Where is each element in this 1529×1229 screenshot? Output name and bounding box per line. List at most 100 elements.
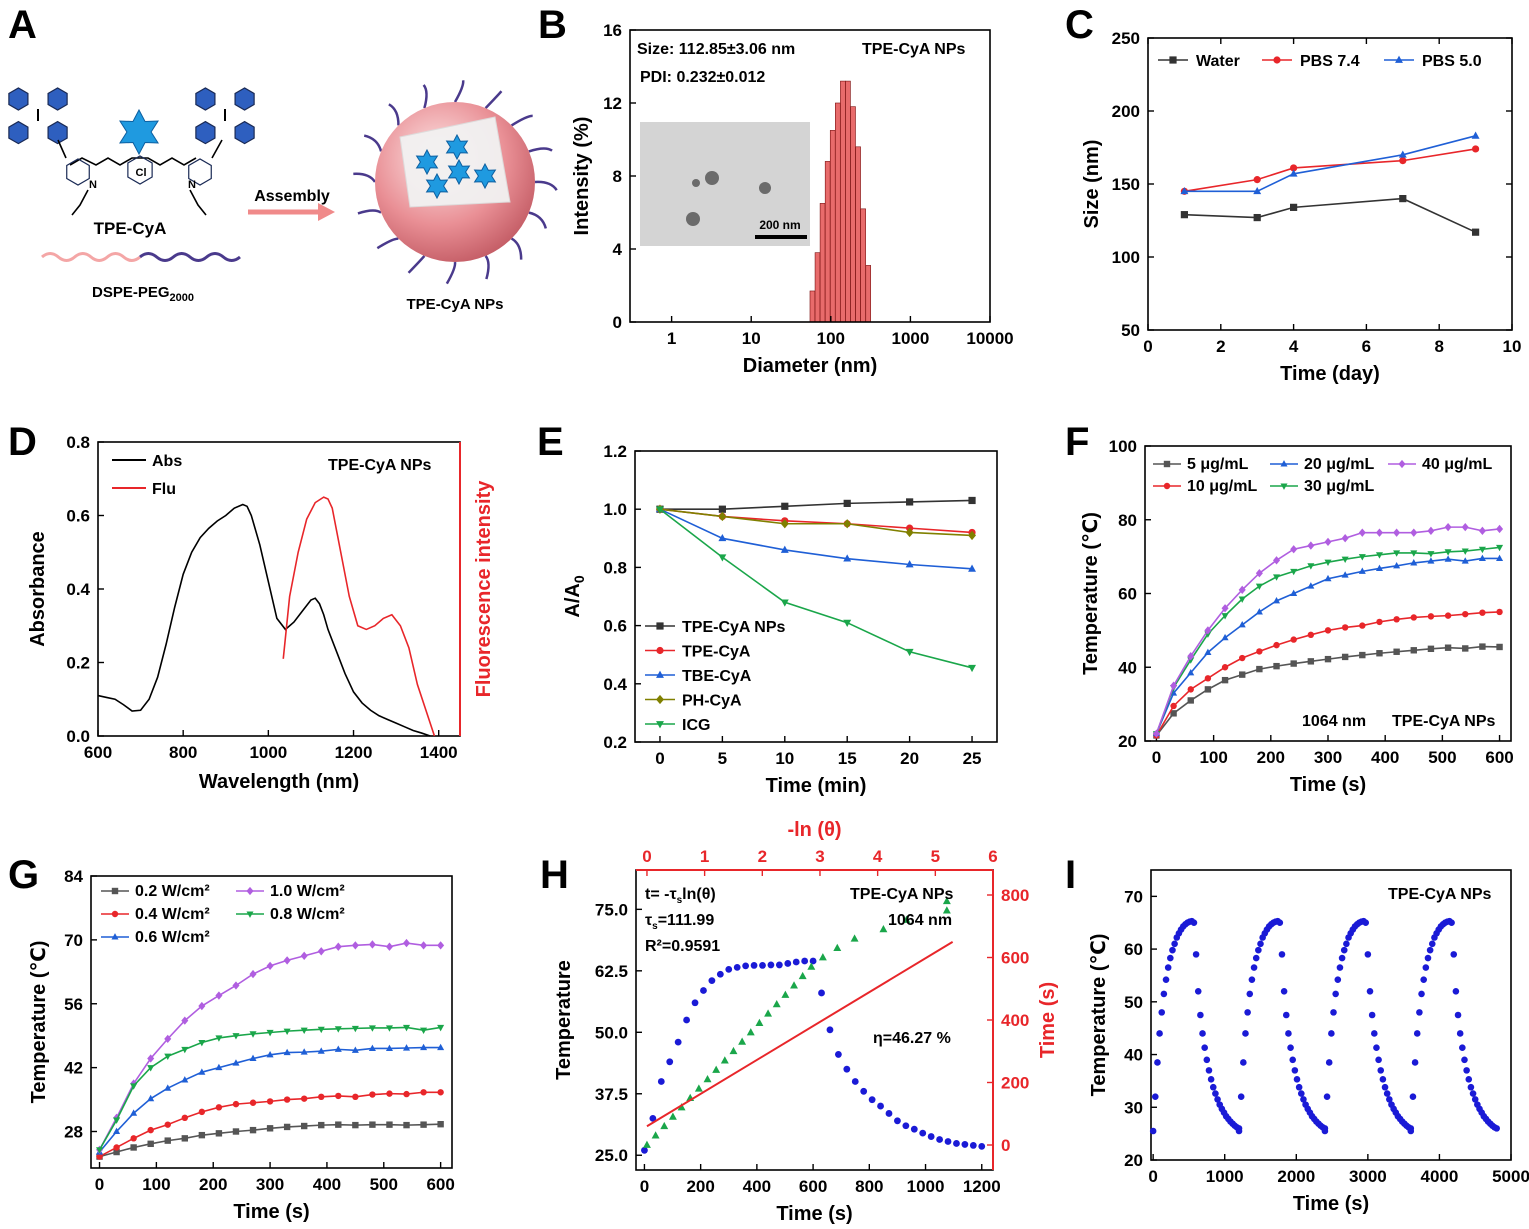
peg-chain (422, 84, 428, 109)
temperature-point (683, 1016, 690, 1024)
cycle-point (1321, 1127, 1329, 1135)
cycle-point (1325, 1059, 1333, 1066)
x-tick-label: 600 (84, 743, 112, 762)
cycle-point (1240, 1059, 1247, 1066)
benzene-ring (8, 120, 29, 145)
x-tick-label: 5 (718, 749, 727, 768)
data-point (1204, 648, 1212, 656)
x-tick-label: 1200 (335, 743, 373, 762)
data-point (147, 1065, 155, 1072)
x-tick-label: 10 (742, 329, 761, 348)
tau-subscript: s (652, 921, 658, 932)
x-tick-label: 2 (1216, 337, 1225, 356)
x-tick-label: 15 (838, 749, 857, 768)
data-point (1375, 552, 1383, 559)
data-point (1461, 557, 1469, 564)
legend-marker (111, 910, 119, 918)
data-point (1238, 596, 1246, 603)
x-axis-title: Diameter (nm) (743, 355, 877, 377)
data-point (266, 1051, 274, 1058)
data-point (283, 1028, 291, 1035)
legend-label: 40 μg/mL (1422, 456, 1492, 473)
x-tick-label: 100 (817, 329, 845, 348)
x-tick-label: 200 (199, 1175, 227, 1194)
star-icon (473, 162, 497, 190)
data-point (1376, 650, 1383, 657)
legend-label: 5 μg/mL (1187, 456, 1249, 473)
fit-point (942, 896, 951, 905)
x-tick-label: 0 (655, 749, 664, 768)
y-tick-label: 28 (64, 1123, 83, 1142)
cycle-point (1289, 1056, 1297, 1064)
cycle-point (1332, 990, 1339, 998)
x-tick-label: 400 (1371, 748, 1399, 767)
fit-point (807, 962, 816, 970)
temperature-point (750, 962, 758, 969)
data-point (1444, 644, 1452, 651)
x2-tick-label: 3 (815, 847, 824, 866)
data-point (215, 1035, 223, 1042)
data-point (318, 1121, 325, 1129)
cycle-point (1205, 1067, 1213, 1074)
fit-point (651, 1131, 660, 1139)
cycle-point (1209, 1083, 1217, 1091)
data-point (1253, 186, 1262, 195)
panel-g-power-heating: G 0 100 200 300 400 500 600 28 42 56 70 84 Time (s) Te… (8, 853, 455, 1223)
temperature-point (801, 957, 809, 965)
fit-point (790, 981, 798, 989)
x-tick-label: 600 (1485, 748, 1513, 767)
y-tick-label: 1.2 (603, 442, 627, 461)
temperature-point (818, 989, 825, 997)
x-tick-label: 1000 (249, 743, 287, 762)
cycle-point (1276, 919, 1284, 927)
data-point (1496, 554, 1504, 562)
data-point (335, 1121, 342, 1128)
data-point (1427, 551, 1435, 558)
data-point (1324, 574, 1332, 582)
legend-marker (656, 646, 664, 655)
cycle-point (1328, 1030, 1335, 1037)
cycle-point (1379, 1076, 1387, 1083)
x-tick-label: 200 (1257, 748, 1285, 767)
sample-annotation: TPE-CyA NPs (1392, 713, 1496, 730)
data-point (1478, 546, 1486, 554)
legend-label: 0.4 W/cm² (135, 906, 210, 923)
y-tick-label: 50.0 (595, 1023, 628, 1042)
legend-marker (1398, 459, 1406, 469)
panel-i-cycling: I 0 1000 2000 3000 4000 5000 20 30 40 50 60 70 Time (… (1065, 853, 1529, 1215)
x-tick-label: 10 (775, 749, 794, 768)
x-tick-label: 0 (1143, 337, 1152, 356)
series-line (659, 508, 973, 537)
chlorine-label: Cl (136, 167, 147, 179)
data-point (1253, 176, 1261, 184)
data-point (96, 1147, 104, 1154)
data-point (1204, 626, 1212, 635)
legend-marker (1280, 483, 1288, 490)
panel-label: C (1065, 3, 1094, 47)
cycle-point (1160, 990, 1168, 998)
temperature-point (978, 1142, 986, 1150)
temperature-point (868, 1096, 876, 1104)
peg-chain (445, 261, 457, 285)
arrowhead-icon (318, 203, 335, 221)
star-icon (445, 133, 469, 161)
y-tick-label: 25.0 (595, 1146, 628, 1165)
data-point (1255, 583, 1263, 590)
data-point (283, 1048, 291, 1056)
cycle-point (1420, 976, 1427, 983)
cycle-point (1366, 987, 1374, 995)
data-point (1273, 556, 1281, 565)
legend-label: 20 μg/mL (1304, 456, 1374, 473)
data-point (198, 1108, 206, 1116)
cycle-point (1291, 1067, 1299, 1074)
fit-point (902, 915, 911, 923)
data-point (147, 1054, 155, 1063)
data-point (1399, 157, 1407, 165)
data-point (1471, 131, 1480, 139)
temperature-point (657, 1078, 665, 1085)
data-point (905, 648, 914, 657)
y-tick-label: 0.6 (66, 507, 90, 526)
cycle-point (1373, 1044, 1380, 1051)
y-axis-title-subscript: 0 (571, 575, 587, 583)
data-point (1180, 186, 1189, 195)
